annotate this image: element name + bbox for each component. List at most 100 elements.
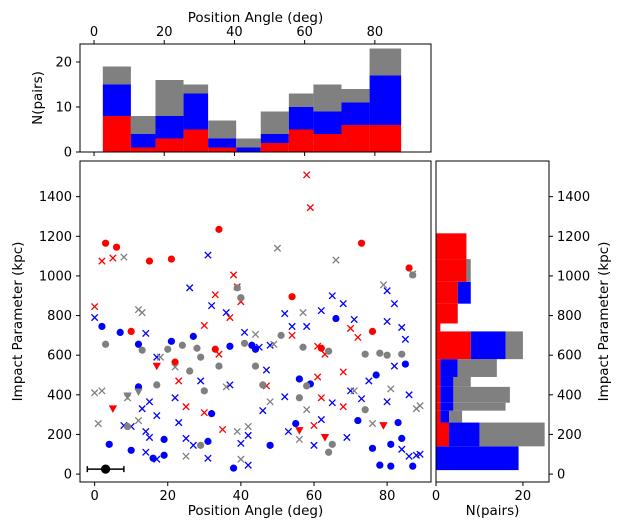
scatter-point-cross-gray bbox=[182, 452, 190, 460]
scatter-point-circle-gray bbox=[277, 331, 285, 339]
scatter-point-cross-blue bbox=[237, 439, 245, 448]
scatter-point-cross-red bbox=[306, 203, 315, 212]
right-bar-blue bbox=[440, 376, 454, 387]
top-bar-blue bbox=[155, 116, 184, 139]
scatter-x-tick-label: 60 bbox=[306, 489, 323, 504]
scatter-point-cross-gray bbox=[379, 281, 388, 289]
top-bar-gray bbox=[288, 93, 314, 107]
scatter-point-circle-gray bbox=[240, 339, 249, 347]
right-y-tick-label: 400 bbox=[557, 388, 582, 403]
scatter-point-circle-red bbox=[405, 264, 413, 272]
right-bar-gray bbox=[466, 259, 471, 282]
scatter-point-cross-blue bbox=[405, 391, 413, 399]
scatter-point-circle-blue bbox=[127, 446, 135, 454]
top-y-tick-label: 20 bbox=[55, 56, 72, 71]
scatter-point-circle-red bbox=[167, 255, 176, 263]
scatter-point-cross-red bbox=[226, 313, 234, 322]
scatter-point-cross-blue bbox=[153, 411, 161, 420]
right-bar-gray bbox=[453, 376, 471, 387]
scatter-point-circle-gray bbox=[325, 448, 333, 456]
scatter-point-cross-blue bbox=[204, 251, 212, 259]
scatter-point-circle-gray bbox=[299, 343, 307, 351]
scatter-point-circle-gray bbox=[251, 362, 260, 370]
top-bar-blue bbox=[130, 134, 156, 148]
top-bar-gray bbox=[155, 80, 184, 116]
scatter-point-circle-red bbox=[101, 239, 110, 247]
top-bar-blue bbox=[288, 107, 314, 130]
right-y-tick-label: 200 bbox=[557, 428, 582, 443]
scatter-point-cross-blue bbox=[145, 433, 154, 442]
top-x-tick-label: 60 bbox=[296, 25, 313, 40]
scatter-point-cross-blue bbox=[405, 452, 413, 460]
top-bar-red bbox=[341, 125, 370, 152]
right-histogram-frame bbox=[435, 160, 550, 483]
scatter-point-circle-red bbox=[171, 358, 179, 366]
top-bar-blue bbox=[369, 75, 402, 125]
scatter-point-circle-blue bbox=[401, 360, 410, 368]
scatter-point-cross-gray bbox=[368, 419, 377, 428]
right-x-tick-label: 0 bbox=[432, 489, 440, 504]
right-bar-blue bbox=[457, 281, 471, 304]
scatter-point-cross-red bbox=[211, 291, 219, 299]
scatter-point-cross-gray bbox=[98, 387, 106, 395]
right-bar-red bbox=[436, 402, 441, 411]
scatter-y-tick-label: 800 bbox=[47, 309, 72, 324]
scatter-point-circle-gray bbox=[361, 350, 369, 358]
top-x-tick-label: 20 bbox=[156, 25, 173, 40]
scatter-point-cross-blue bbox=[328, 292, 336, 300]
scatter-x-tick-label: 40 bbox=[233, 489, 250, 504]
scatter-point-cross-red bbox=[175, 377, 183, 385]
top-bar-gray bbox=[313, 84, 342, 112]
reference-point-with-errorbar bbox=[86, 464, 125, 474]
scatter-point-circle-blue bbox=[251, 345, 260, 353]
right-bar-red bbox=[436, 422, 450, 447]
scatter-point-cross-blue bbox=[204, 454, 212, 462]
scatter-point-cross-blue bbox=[142, 448, 150, 456]
top-histogram-frame bbox=[79, 43, 432, 153]
scatter-point-circle-gray bbox=[409, 271, 417, 279]
top-x-tick-label: 80 bbox=[367, 25, 384, 40]
scatter-point-cross-red bbox=[215, 350, 223, 358]
scatter-point-circle-blue bbox=[295, 375, 303, 383]
scatter-point-circle-gray bbox=[383, 351, 391, 359]
right-bar-red bbox=[436, 359, 441, 377]
scatter-point-circle-red bbox=[357, 239, 366, 247]
right-x-tick-label: 20 bbox=[515, 489, 532, 504]
right-y-tick-label: 1200 bbox=[557, 230, 590, 245]
scatter-point-circle-blue bbox=[266, 441, 274, 449]
scatter-point-cross-gray bbox=[299, 308, 307, 317]
right-bar-red bbox=[436, 386, 441, 403]
scatter-y-tick-label: 1200 bbox=[39, 230, 72, 245]
scatter-point-cross-red bbox=[339, 403, 347, 411]
scatter-point-cross-gray bbox=[134, 416, 143, 425]
right-bar-gray bbox=[479, 422, 545, 447]
scatter-point-cross-red bbox=[313, 373, 322, 381]
top-bar-gray bbox=[341, 89, 370, 103]
scatter-point-circle-gray bbox=[328, 440, 336, 448]
scatter-point-cross-red bbox=[339, 368, 347, 376]
scatter-point-cross-blue bbox=[142, 329, 150, 338]
scatter-point-cross-blue bbox=[390, 362, 399, 370]
scatter-point-circle-blue bbox=[226, 342, 234, 350]
right-bar-gray bbox=[457, 359, 497, 377]
scatter-point-circle-gray bbox=[153, 381, 161, 389]
scatter-point-cross-gray bbox=[270, 340, 278, 348]
scatter-point-cross-blue bbox=[288, 322, 296, 331]
scatter-point-cross-red bbox=[317, 394, 325, 402]
scatter-point-cross-red bbox=[346, 324, 355, 333]
top-bar-blue bbox=[260, 134, 289, 143]
scatter-point-circle-blue bbox=[134, 340, 143, 348]
scatter-point-cross-blue bbox=[317, 415, 325, 424]
top-bar-gray bbox=[208, 120, 237, 139]
right-y-tick-label: 600 bbox=[557, 349, 582, 364]
top-bar-red bbox=[130, 147, 156, 152]
scatter-point-circle-blue bbox=[387, 440, 395, 448]
scatter-point-cross-red bbox=[109, 254, 117, 262]
scatter-point-circle-blue bbox=[160, 451, 168, 459]
right-y-axis-title: Impact Parameter (kpc) bbox=[596, 242, 612, 402]
scatter-point-circle-blue bbox=[387, 462, 395, 470]
top-y-tick-label: 0 bbox=[64, 146, 72, 161]
top-bar-blue bbox=[313, 111, 342, 134]
top-x-axis-title: Position Angle (deg) bbox=[188, 10, 324, 26]
